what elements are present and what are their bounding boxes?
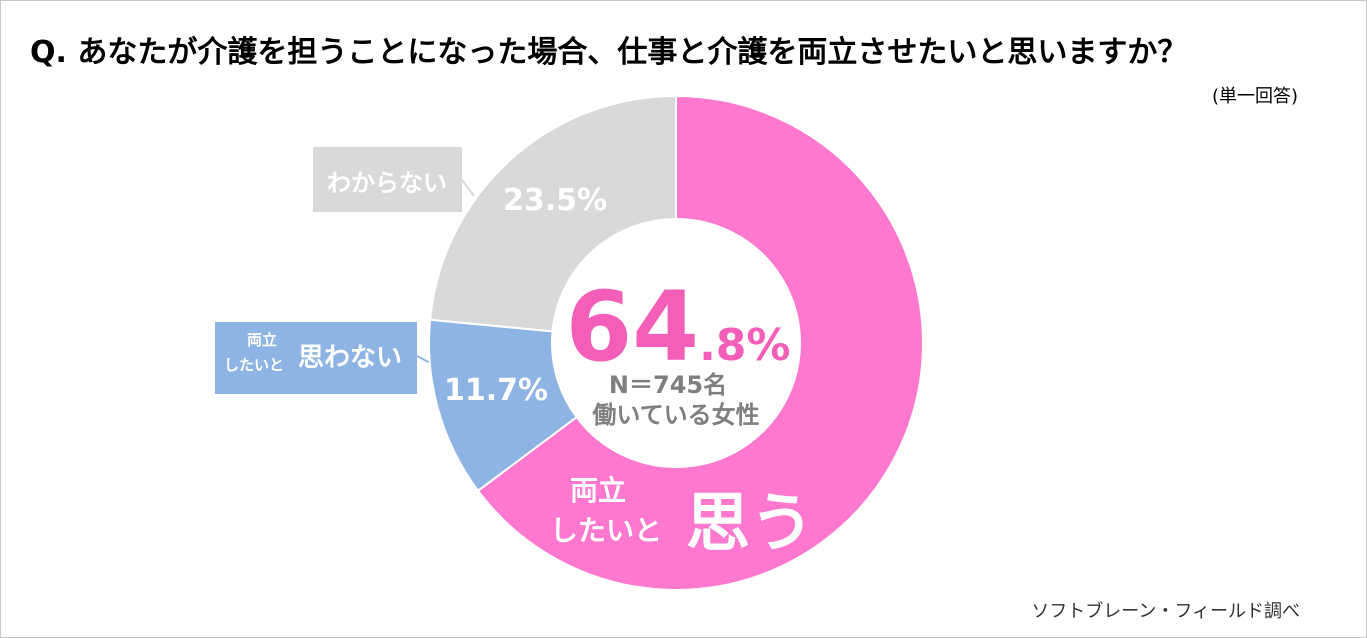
chart-title: Q. あなたが介護を担うことになった場合、仕事と介護を両立させたいと思いますか？	[30, 35, 1187, 70]
value-label: 11.7%	[444, 373, 548, 408]
value-label-part: .8%	[699, 320, 790, 371]
value-label: 23.5%	[503, 183, 607, 218]
callout-box	[215, 322, 417, 394]
center-text: 働いている女性	[591, 401, 759, 429]
leader-line	[461, 179, 475, 197]
subtitle: (単一回答)	[1212, 86, 1298, 107]
category-label: したいと	[550, 514, 662, 547]
category-label: 思わない	[298, 343, 402, 373]
category-label: 思う	[686, 487, 814, 561]
donut-segment	[476, 94, 924, 591]
category-label: わからない	[327, 169, 447, 197]
value-label-part: 64	[565, 271, 699, 383]
donut-segment	[429, 94, 677, 333]
source: ソフトブレーン・フィールド調べ	[1031, 600, 1300, 622]
category-label: したいと	[224, 356, 284, 374]
value-label: 64.8%	[565, 271, 790, 383]
category-label: 両立	[247, 331, 277, 349]
category-label: 両立	[570, 474, 626, 507]
center-text: N＝745名	[609, 371, 727, 399]
callout-box	[313, 147, 462, 212]
